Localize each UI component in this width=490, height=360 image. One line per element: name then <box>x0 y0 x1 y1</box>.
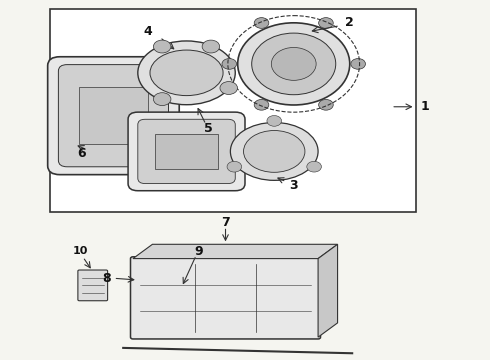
Ellipse shape <box>138 41 235 105</box>
Ellipse shape <box>271 48 316 80</box>
Circle shape <box>307 161 321 172</box>
Ellipse shape <box>150 50 223 96</box>
Circle shape <box>267 116 282 126</box>
Circle shape <box>153 93 171 105</box>
Polygon shape <box>133 244 338 258</box>
Text: 6: 6 <box>77 147 86 160</box>
Circle shape <box>254 18 269 28</box>
Circle shape <box>318 99 333 110</box>
Circle shape <box>351 59 366 69</box>
FancyBboxPatch shape <box>128 112 245 191</box>
Circle shape <box>254 99 269 110</box>
Ellipse shape <box>244 131 305 172</box>
Ellipse shape <box>230 122 318 180</box>
Text: 3: 3 <box>290 179 298 192</box>
Text: 1: 1 <box>421 100 430 113</box>
Bar <box>79 87 147 144</box>
Circle shape <box>222 59 237 69</box>
Circle shape <box>202 40 220 53</box>
FancyBboxPatch shape <box>130 257 320 339</box>
Polygon shape <box>318 244 338 337</box>
Text: 7: 7 <box>221 216 230 229</box>
Text: 5: 5 <box>204 122 213 135</box>
Circle shape <box>220 82 238 94</box>
FancyBboxPatch shape <box>138 119 235 184</box>
Ellipse shape <box>252 33 336 95</box>
Text: 10: 10 <box>73 247 88 256</box>
Text: 8: 8 <box>102 272 110 285</box>
Text: 4: 4 <box>143 25 152 38</box>
Ellipse shape <box>238 23 350 105</box>
Text: 2: 2 <box>345 16 354 29</box>
Circle shape <box>153 40 171 53</box>
Bar <box>50 9 416 212</box>
Bar <box>155 134 218 169</box>
Circle shape <box>318 18 333 28</box>
Circle shape <box>227 161 242 172</box>
FancyBboxPatch shape <box>58 64 169 167</box>
FancyBboxPatch shape <box>78 270 108 301</box>
FancyBboxPatch shape <box>48 57 179 175</box>
Text: 9: 9 <box>195 245 203 258</box>
